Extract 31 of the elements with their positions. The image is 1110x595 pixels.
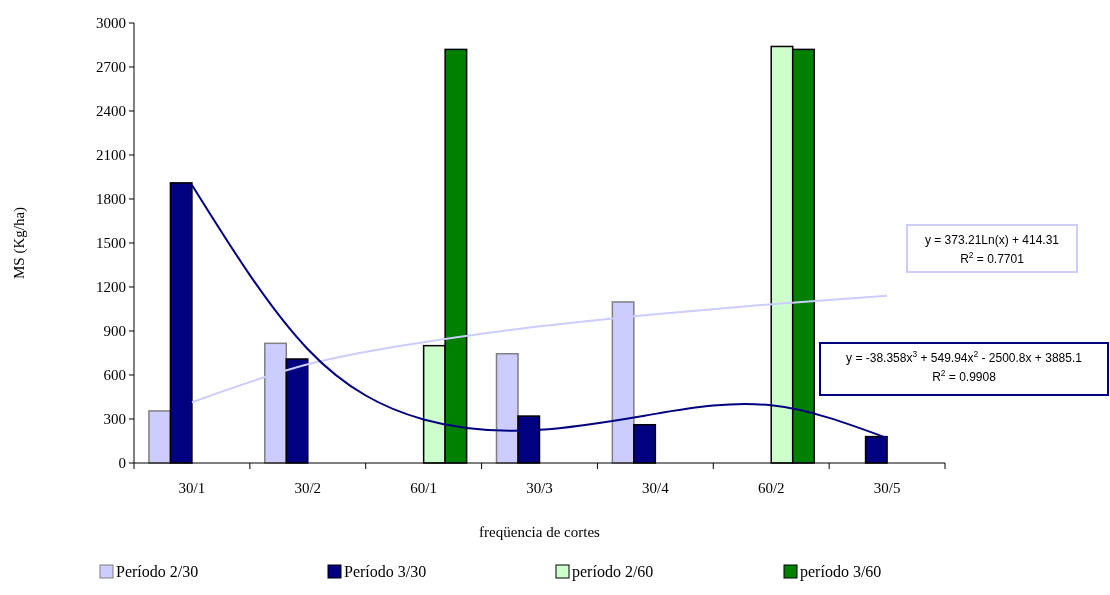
y-tick-label: 1200 [96, 279, 126, 296]
x-tick-label: 60/2 [757, 480, 785, 496]
annotation: y = 373.21Ln(x) + 414.31 [924, 233, 1060, 247]
y-tick-label: 900 [103, 323, 126, 340]
bar [148, 410, 172, 464]
y-tick-label: 0 [118, 455, 126, 472]
x-axis-title: freqüencia de cortes [479, 524, 601, 540]
x-tick-label: 30/3 [526, 480, 553, 496]
legend-label: período 2/60 [572, 563, 654, 581]
y-tick-label: 300 [103, 411, 126, 428]
y-tick-label: 2400 [96, 103, 126, 120]
x-tick-label: 60/1 [410, 480, 437, 496]
y-tick-label: 1800 [96, 191, 126, 208]
equation-box: y = -38.358x$^{3}$ + 549.94x$^{2}$ - 2500.8x + 3885.1 R$^{2}$ = 0.9908 [819, 342, 1109, 396]
legend-label: Período 2/30 [116, 563, 199, 580]
y-tick-label: 2700 [96, 59, 126, 76]
annotation: y = -38.358x$^{3}$ + 549.94x$^{2}$ - 2500.8x + 3885.1 [846, 349, 1083, 365]
x-tick-label: 30/1 [178, 480, 206, 496]
y-axis-title: MS (Kg/ha) [11, 206, 28, 280]
y-tick-label: 2100 [96, 147, 126, 164]
bar [495, 352, 519, 464]
legend-label: Período 3/30 [344, 563, 427, 580]
equation-box: y = 373.21Ln(x) + 414.31 R$^{2}$ = 0.7701 [906, 224, 1078, 273]
y-tick-label: 1500 [96, 235, 126, 252]
x-tick-label: 30/5 [873, 480, 901, 496]
y-tick-label: 600 [103, 367, 126, 384]
y-tick-label: 3000 [96, 15, 126, 32]
x-tick-label: 30/2 [294, 480, 322, 496]
x-tick-label: 30/4 [642, 480, 670, 496]
annotation: R$^{2}$ = 0.9908 [932, 368, 997, 384]
legend-label: período 3/60 [800, 563, 882, 581]
